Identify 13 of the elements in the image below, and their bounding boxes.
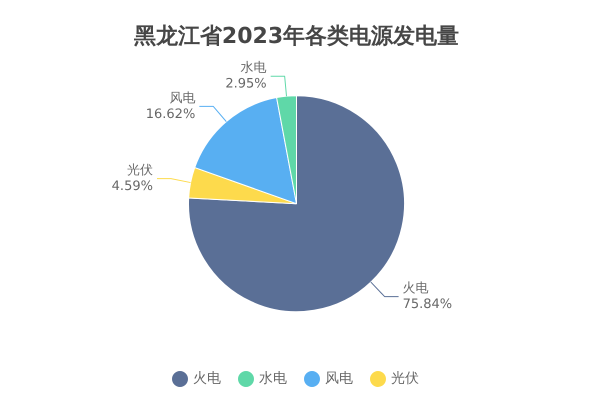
slice-label: 水电 [240, 60, 267, 76]
slice-label: 火电 [402, 280, 429, 296]
data-label: 4.59% [112, 179, 153, 194]
legend-label: 水电 [259, 370, 287, 387]
data-label: 2.95% [225, 76, 267, 92]
slice-label: 光伏 [126, 163, 153, 178]
legend-label: 光伏 [391, 370, 419, 387]
legend-label: 火电 [193, 370, 221, 387]
legend-label: 风电 [325, 370, 353, 387]
data-label: 16.62% [146, 106, 196, 122]
data-label: 75.84% [402, 296, 452, 312]
slice-label: 风电 [169, 90, 196, 106]
chart-title: 黑龙江省2023年各类电源发电量 [132, 24, 460, 49]
